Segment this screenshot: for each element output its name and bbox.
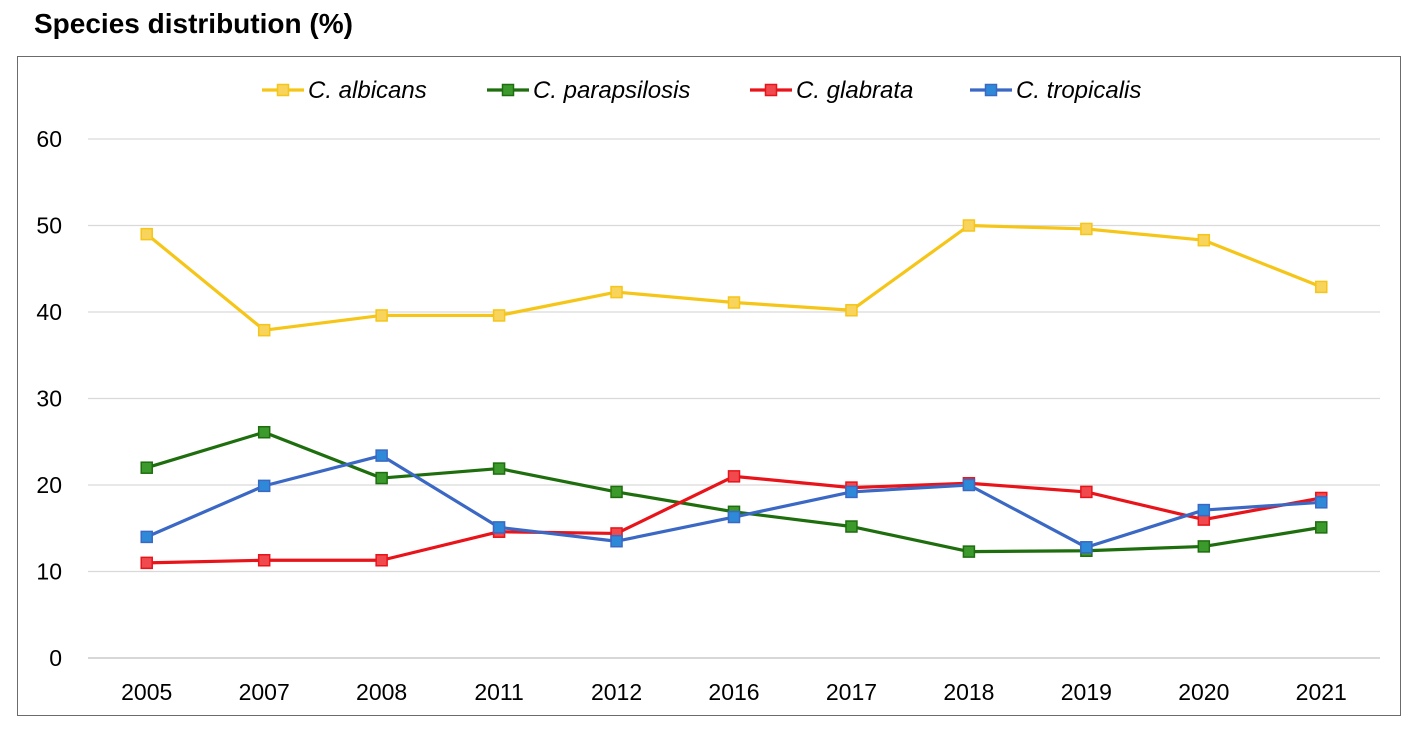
data-point — [1315, 521, 1328, 534]
legend-entry: C. glabrata — [796, 77, 913, 104]
data-point — [140, 530, 153, 544]
legend-entry: C. parapsilosis — [533, 77, 690, 104]
data-point — [375, 471, 388, 485]
data-point — [962, 478, 976, 492]
x-tick-label: 2008 — [356, 679, 407, 705]
data-point — [257, 554, 271, 567]
series-line — [146, 453, 1322, 549]
data-point — [375, 309, 388, 322]
chart-title: Species distribution (%) — [34, 8, 353, 39]
y-tick-label: 10 — [36, 559, 62, 585]
y-tick-label: 20 — [36, 472, 62, 498]
data-point — [1197, 540, 1211, 553]
x-tick-label: 2012 — [591, 679, 642, 705]
legend-swatch-marker — [501, 83, 515, 97]
data-point — [257, 323, 271, 337]
y-tick-label: 30 — [36, 386, 62, 412]
legend-entry: C. albicans — [308, 77, 427, 104]
data-point — [1080, 485, 1093, 499]
data-point — [727, 470, 741, 483]
data-point — [610, 534, 623, 548]
data-point — [492, 462, 506, 475]
y-tick-label: 50 — [36, 213, 62, 239]
data-point — [1315, 496, 1328, 509]
x-tick-label: 2007 — [239, 679, 290, 705]
y-tick-label: 40 — [36, 299, 62, 325]
data-point — [1197, 233, 1211, 247]
legend-swatch-marker — [276, 83, 290, 97]
plot-frame — [17, 56, 1401, 716]
data-point — [375, 554, 388, 567]
data-point — [257, 479, 271, 493]
data-point — [845, 304, 858, 317]
x-tick-label: 2019 — [1061, 679, 1112, 705]
series-line — [146, 430, 1322, 554]
data-point — [140, 556, 153, 570]
data-point — [492, 521, 506, 534]
data-point — [845, 485, 858, 499]
data-point — [1080, 541, 1093, 554]
data-point — [610, 285, 623, 299]
data-point — [962, 545, 976, 558]
data-point — [727, 296, 741, 309]
legend-swatch-marker — [984, 83, 998, 97]
x-tick-label: 2021 — [1296, 679, 1347, 705]
legend-entry: C. tropicalis — [1016, 77, 1141, 104]
data-point — [1080, 222, 1093, 236]
y-tick-label: 60 — [36, 126, 62, 152]
data-point — [492, 309, 506, 322]
x-tick-label: 2018 — [943, 679, 994, 705]
y-tick-label: 0 — [49, 645, 62, 671]
data-point — [1315, 280, 1328, 294]
data-point — [1197, 503, 1211, 517]
series-line — [145, 223, 1322, 332]
data-point — [610, 485, 623, 499]
legend-swatch-marker — [764, 83, 778, 97]
x-tick-label: 2005 — [121, 679, 172, 705]
x-tick-label: 2016 — [708, 679, 759, 705]
data-point — [257, 425, 271, 439]
data-point — [140, 227, 153, 241]
data-point — [140, 461, 153, 474]
data-point — [845, 520, 858, 533]
x-tick-label: 2017 — [826, 679, 877, 705]
x-tick-label: 2020 — [1178, 679, 1229, 705]
data-point — [962, 219, 976, 232]
data-point — [727, 510, 741, 524]
data-point — [375, 449, 388, 462]
x-tick-label: 2011 — [474, 679, 523, 705]
